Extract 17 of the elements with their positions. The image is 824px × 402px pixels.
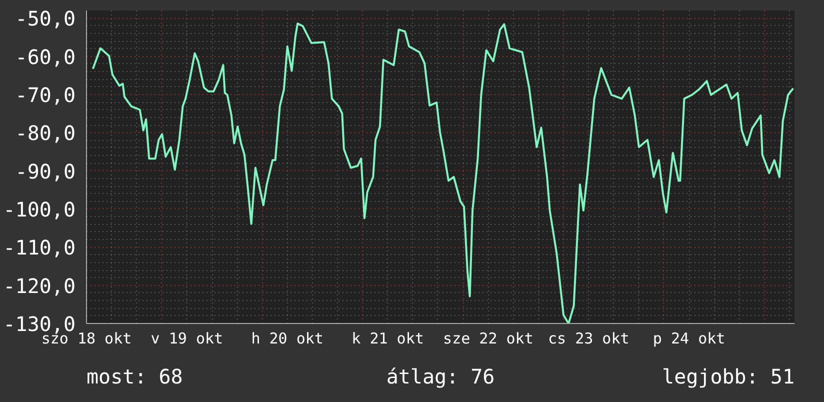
y-tick-label: -80,0 (15, 121, 76, 146)
x-tick-label: cs 23 okt (548, 330, 630, 348)
text: legjobb: 51 (662, 364, 794, 388)
y-tick-label: -110,0 (3, 236, 76, 260)
x-tick-label: h 20 okt (251, 330, 324, 348)
y-tick-label: -120,0 (3, 274, 76, 298)
x-tick-label: k 21 okt (352, 330, 424, 348)
x-tick-label: v 19 okt (150, 330, 224, 348)
y-tick-label: -70,0 (15, 82, 76, 107)
text: most: 68 (86, 364, 183, 388)
y-tick-label: -90,0 (15, 159, 76, 184)
text: átlag: 76 (386, 364, 495, 388)
y-tick-label: -60,0 (15, 44, 76, 69)
y-tick-label: -100,0 (3, 197, 76, 222)
y-tick-label: -50,0 (15, 6, 76, 31)
x-tick-label: sze 22 okt (443, 330, 534, 348)
x-tick-label: p 24 okt (652, 330, 726, 348)
